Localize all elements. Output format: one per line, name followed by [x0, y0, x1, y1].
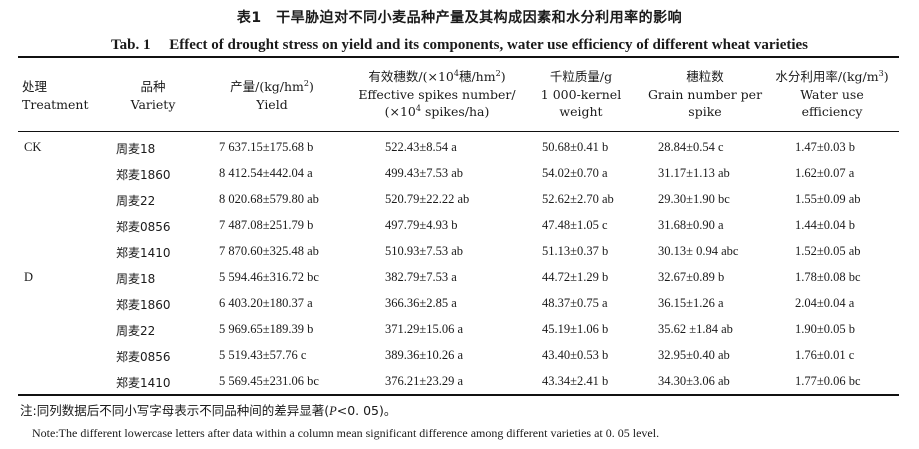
wue-cell: 1.44±0.04 b [795, 218, 855, 232]
wue-cell: 2.04±0.04 a [795, 296, 855, 310]
variety-cell: 郑麦1410 [116, 246, 171, 260]
header-effective-spikes: 有效穗数/(×104穗/hm2) Effective spikes number… [352, 68, 522, 121]
yield-cell: 7 870.60±325.48 ab [219, 244, 319, 258]
header-yield: 产量/(kg/hm2) Yield [212, 78, 332, 113]
kernel-weight-cell: 54.02±0.70 a [542, 166, 608, 180]
yield-cell: 8 020.68±579.80 ab [219, 192, 319, 206]
wue-cell: 1.62±0.07 a [795, 166, 855, 180]
grain-number-cell: 31.68±0.90 a [658, 218, 724, 232]
kernel-weight-cell: 47.48±1.05 c [542, 218, 608, 232]
header-spikes-line2: Effective spikes number/ [358, 86, 516, 102]
footnote-english: Note:The different lowercase letters aft… [32, 426, 660, 440]
wue-cell: 1.76±0.01 c [795, 348, 855, 362]
wue-cell: 1.52±0.05 ab [795, 244, 861, 258]
header-spikes-line3: (×104 spikes/ha) [384, 104, 490, 119]
header-kw-line3: weight [559, 104, 603, 119]
header-variety-cn: 品种 [140, 79, 166, 94]
grain-number-cell: 36.15±1.26 a [658, 296, 724, 310]
spikes-cell: 520.79±22.22 ab [385, 192, 470, 206]
header-treatment-en: Treatment [22, 96, 89, 112]
spikes-cell: 522.43±8.54 a [385, 140, 457, 154]
yield-cell: 5 569.45±231.06 bc [219, 374, 319, 388]
kernel-weight-cell: 48.37±0.75 a [542, 296, 608, 310]
grain-number-cell: 31.17±1.13 ab [658, 166, 730, 180]
kernel-weight-cell: 52.62±2.70 ab [542, 192, 614, 206]
header-grain-line2: Grain number per [647, 86, 763, 102]
treatment-cell: D [24, 270, 34, 284]
grain-number-cell: 29.30±1.90 bc [658, 192, 730, 206]
wue-cell: 1.55±0.09 ab [795, 192, 861, 206]
wue-cell: 1.77±0.06 bc [795, 374, 861, 388]
kernel-weight-cell: 51.13±0.37 b [542, 244, 609, 258]
header-treatment-cn: 处理 [22, 79, 48, 94]
table-title-chinese: 表1 干旱胁迫对不同小麦品种产量及其构成因素和水分利用率的影响 [236, 10, 683, 26]
treatment-cell: CK [24, 140, 42, 154]
header-grain-number: 穗粒数 Grain number per spike [645, 68, 765, 121]
header-water-use-efficiency: 水分利用率/(kg/m3) Water use efficiency [766, 68, 898, 121]
table-title-english: Tab. 1 Effect of drought stress on yield… [110, 37, 809, 53]
header-wue-line2: Water use [800, 86, 864, 102]
yield-cell: 6 403.20±180.37 a [219, 296, 313, 310]
header-treatment: 处理 Treatment [22, 78, 89, 113]
spikes-cell: 371.29±15.06 a [385, 322, 464, 336]
variety-cell: 周麦18 [116, 272, 156, 286]
grain-number-cell: 34.30±3.06 ab [658, 374, 730, 388]
variety-cell: 郑麦0856 [116, 350, 171, 364]
kernel-weight-cell: 44.72±1.29 b [542, 270, 609, 284]
kernel-weight-cell: 50.68±0.41 b [542, 140, 609, 154]
header-spikes-line1: 有效穗数/(×104穗/hm2) [368, 69, 506, 84]
spikes-cell: 499.43±7.53 ab [385, 166, 464, 180]
header-wue-line3: efficiency [801, 104, 863, 119]
table-top-rule [18, 56, 899, 58]
grain-number-cell: 30.13± 0.94 abc [658, 244, 739, 258]
header-kernel-weight: 千粒质量/g 1 000-kernel weight [535, 68, 627, 121]
grain-number-cell: 28.84±0.54 c [658, 140, 724, 154]
grain-number-cell: 35.62 ±1.84 ab [658, 322, 733, 336]
variety-cell: 周麦18 [116, 142, 156, 156]
kernel-weight-cell: 43.34±2.41 b [542, 374, 609, 388]
variety-cell: 周麦22 [116, 194, 156, 208]
spikes-cell: 510.93±7.53 ab [385, 244, 464, 258]
header-variety: 品种 Variety [125, 78, 181, 113]
spikes-cell: 497.79±4.93 b [385, 218, 458, 232]
header-yield-line2: Yield [256, 96, 288, 112]
yield-cell: 5 969.65±189.39 b [219, 322, 314, 336]
header-yield-line1: 产量/(kg/hm2) [230, 79, 314, 94]
header-variety-en: Variety [130, 96, 176, 112]
yield-cell: 5 594.46±316.72 bc [219, 270, 319, 284]
spikes-cell: 366.36±2.85 a [385, 296, 457, 310]
spikes-cell: 376.21±23.29 a [385, 374, 464, 388]
variety-cell: 郑麦1860 [116, 168, 171, 182]
footnote-chinese: 注:同列数据后不同小写字母表示不同品种间的差异显著(P<0. 05)。 [20, 403, 397, 418]
wue-cell: 1.47±0.03 b [795, 140, 855, 154]
wue-cell: 1.78±0.08 bc [795, 270, 861, 284]
variety-cell: 郑麦0856 [116, 220, 171, 234]
header-grain-line3: spike [688, 104, 722, 119]
header-wue-line1: 水分利用率/(kg/m3) [775, 69, 889, 84]
yield-cell: 7 637.15±175.68 b [219, 140, 314, 154]
header-grain-line1: 穗粒数 [686, 69, 724, 84]
variety-cell: 郑麦1410 [116, 376, 171, 390]
kernel-weight-cell: 43.40±0.53 b [542, 348, 609, 362]
spikes-cell: 389.36±10.26 a [385, 348, 464, 362]
yield-cell: 5 519.43±57.76 c [219, 348, 307, 362]
header-kw-line2: 1 000-kernel [540, 86, 622, 102]
kernel-weight-cell: 45.19±1.06 b [542, 322, 609, 336]
header-kw-line1: 千粒质量/g [549, 69, 613, 84]
table-header-rule [18, 131, 899, 132]
variety-cell: 郑麦1860 [116, 298, 171, 312]
table-bottom-rule [18, 394, 899, 396]
spikes-cell: 382.79±7.53 a [385, 270, 457, 284]
variety-cell: 周麦22 [116, 324, 156, 338]
grain-number-cell: 32.67±0.89 b [658, 270, 725, 284]
wue-cell: 1.90±0.05 b [795, 322, 855, 336]
grain-number-cell: 32.95±0.40 ab [658, 348, 730, 362]
yield-cell: 8 412.54±442.04 a [219, 166, 313, 180]
yield-cell: 7 487.08±251.79 b [219, 218, 314, 232]
